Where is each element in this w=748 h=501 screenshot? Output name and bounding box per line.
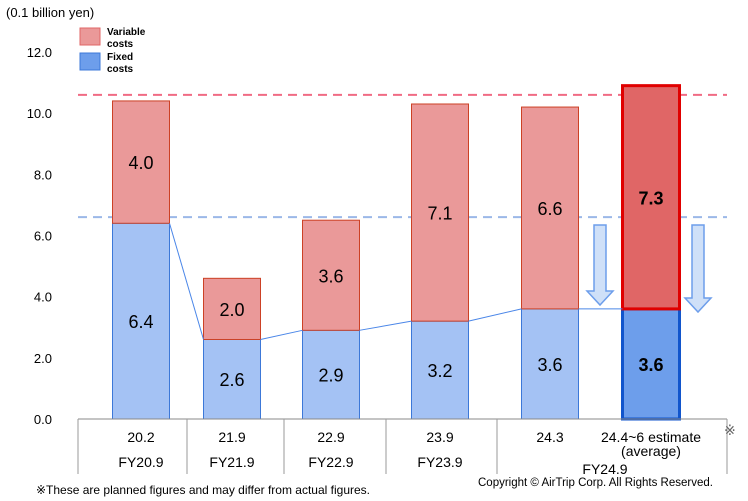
x-category-label: 21.9	[218, 429, 245, 445]
data-label-variable: 2.0	[219, 300, 244, 320]
fixed-cost-connector	[468, 308, 522, 322]
legend-label-variable-line2: costs	[107, 39, 134, 50]
bar-fixed	[621, 307, 681, 421]
copyright: Copyright © AirTrip Corp. All Rights Res…	[478, 477, 713, 489]
data-label-fixed: 3.6	[537, 355, 562, 375]
legend-label-fixed-line2: costs	[107, 64, 134, 75]
data-label-fixed: 6.4	[128, 312, 153, 332]
legend: Variable costs Fixed costs	[79, 27, 146, 75]
bar-fixed	[411, 320, 469, 420]
estimate-mark: ※	[724, 422, 736, 438]
bar-variable	[203, 277, 261, 340]
data-label-fixed: 3.6	[638, 355, 663, 375]
data-label-fixed: 2.6	[219, 370, 244, 390]
y-tick-label: 10.0	[27, 106, 52, 121]
legend-swatch-fixed	[79, 52, 101, 71]
footnote: ※These are planned figures and may diffe…	[36, 483, 370, 497]
x-category-label: 24.4~6 estimate	[601, 429, 701, 445]
bar-variable	[621, 84, 681, 311]
y-tick-label: 2.0	[34, 351, 52, 366]
fixed-cost-connector	[169, 223, 204, 340]
legend-swatch-variable	[79, 27, 101, 46]
data-label-variable: 6.6	[537, 199, 562, 219]
fiscal-year-label: FY24.9	[582, 461, 627, 477]
x-category-label: 24.3	[536, 429, 563, 445]
x-category-sublabel: (average)	[621, 443, 681, 459]
fiscal-year-label: FY21.9	[209, 454, 254, 470]
x-category-label: 22.9	[317, 429, 344, 445]
y-tick-label: 0.0	[34, 412, 52, 427]
legend-label-variable-line1: Variable	[107, 27, 146, 38]
data-label-variable: 3.6	[318, 266, 343, 286]
fiscal-year-label: FY22.9	[308, 454, 353, 470]
data-label-variable: 4.0	[128, 153, 153, 173]
bar-variable	[112, 100, 170, 224]
fiscal-year-label: FY23.9	[417, 454, 462, 470]
fixed-cost-connector	[359, 320, 412, 331]
x-category-label: 20.2	[127, 429, 154, 445]
bar-variable	[302, 219, 360, 331]
data-label-fixed: 2.9	[318, 366, 343, 386]
bar-fixed	[521, 308, 579, 420]
y-tick-label: 6.0	[34, 229, 52, 244]
y-tick-label: 4.0	[34, 290, 52, 305]
fiscal-year-label: FY20.9	[118, 454, 163, 470]
x-category-label: 23.9	[426, 429, 453, 445]
legend-label-fixed-line1: Fixed	[107, 52, 133, 63]
down-arrow-icon	[683, 224, 713, 314]
down-arrow-icon	[585, 224, 615, 307]
data-label-fixed: 3.2	[427, 361, 452, 381]
fixed-cost-connector	[260, 329, 303, 340]
y-tick-label: 8.0	[34, 167, 52, 182]
bar-variable	[411, 103, 469, 322]
y-tick-label: 12.0	[27, 45, 52, 60]
data-label-variable: 7.1	[427, 204, 452, 224]
unit-label: (0.1 billion yen)	[6, 5, 94, 20]
data-label-variable: 7.3	[638, 188, 663, 208]
bar-variable	[521, 106, 579, 310]
